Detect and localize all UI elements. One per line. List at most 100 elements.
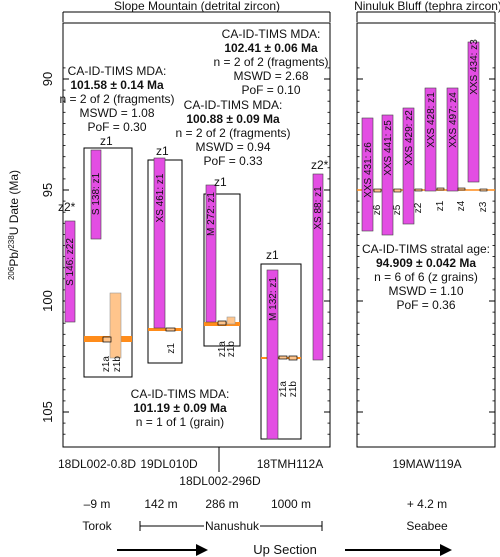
bar-s138-z1 [90,149,102,240]
formation-nanushuk: Nanushuk [205,519,260,533]
bar-xxs434-z3 [467,41,480,183]
label-z1a-3: z1a [278,381,289,398]
annotation-2-value: 100.88 ± 0.09 Ma [186,112,280,126]
bar-m132-z1a [278,355,288,360]
annotation-1-line1: MSWD = 2.68 [233,69,308,83]
label-z1b-2: z1b [226,341,237,358]
bar-m132-z1b [288,355,298,361]
group-title-ninuluk: Ninuluk Bluff (tephra zircon) [354,0,500,13]
height-1: 142 m [144,497,177,511]
y-tick-label: 95 [40,183,55,197]
annotation-0: CA-ID-TIMS MDA: 101.58 ± 0.14 Ma n = 2 o… [59,64,174,134]
label-xxs428: XXS 428: z1 [426,92,437,148]
annotation-0-line1: MSWD = 1.08 [79,106,154,120]
bar-s146-z22 [64,220,76,323]
height-0: –9 m [84,497,111,511]
label-m132: M 132: z1 [268,277,279,321]
grain-bars [64,41,488,440]
annotation-1-value: 102.41 ± 0.06 Ma [224,41,318,55]
annotation-1-line0: n = 2 of 2 (fragments) [213,55,328,69]
bar-xxs431-z6 [361,117,374,232]
marker-z6 [373,188,382,193]
annotation-4-line1: MSWD = 1.10 [388,284,463,298]
label-z3: z3 [478,201,489,212]
label-z1-2: z1 [214,175,227,189]
label-s146: S 146: z22 [65,238,76,286]
marker-z2 [414,188,423,192]
label-m272: M 272: z1 [206,192,217,236]
label-z1b-0: z1b [112,356,123,373]
annotation-1: CA-ID-TIMS MDA: 102.41 ± 0.06 Ma n = 2 o… [213,27,328,97]
sample-name-2: 18DL002-296D [179,474,261,488]
label-z2: z2 [413,202,424,213]
group-header-slope: Slope Mountain (detrital zircon) [62,0,331,22]
annotations: CA-ID-TIMS MDA: 101.58 ± 0.14 Ma n = 2 o… [59,27,490,429]
label-z2star-3: z2* [311,158,329,172]
sample-boxes [83,147,302,440]
annotation-4-line0: n = 6 of 6 (z grains) [374,270,478,284]
sample-box-0 [83,147,133,378]
annotation-2-line1: MSWD = 0.94 [195,140,270,154]
label-z1b-3: z1b [288,381,299,398]
y-tick-label: 100 [40,290,55,312]
annotation-4-value: 94.909 ± 0.042 Ma [376,256,476,270]
group-header-ninuluk: Ninuluk Bluff (tephra zircon) [354,0,500,22]
annotation-2-heading: CA-ID-TIMS MDA: [184,98,283,112]
up-section-arrow: Up Section [117,542,452,557]
y-axis: 90 95 100 105 [40,67,495,435]
label-z5: z5 [392,204,403,215]
annotation-0-heading: CA-ID-TIMS MDA: [68,64,167,78]
plot-frame-right [356,22,496,448]
annotation-3: CA-ID-TIMS MDA: 101.19 ± 0.09 Ma n = 1 o… [131,387,230,429]
grain-labels: S 146: z22 z2* S 138: z1 z1 z1a z1b XS 4… [58,39,489,397]
height-3: 1000 m [271,497,311,511]
bar-m272-z1a [217,320,227,326]
sample-names: 18DL002-0.8D 19DL010D 18DL002-296D 18TMH… [58,447,462,488]
label-xs88: XS 88: z1 [313,186,324,230]
label-z4: z4 [456,200,467,211]
y-tick-label: 105 [40,401,55,423]
annotation-2: CA-ID-TIMS MDA: 100.88 ± 0.09 Ma n = 2 o… [175,98,290,168]
bar-xxs497-z4 [446,87,459,192]
mda-band-1 [148,328,182,331]
bar-xxs429-z2 [402,107,415,225]
label-z2star-0: z2* [58,200,76,214]
height-2: 286 m [205,497,238,511]
sample-name-4: 19MAW119A [392,457,461,471]
annotation-0-line0: n = 2 of 2 (fragments) [59,92,174,106]
annotation-1-line2: PoF = 0.10 [241,83,300,97]
bar-m132-z1 [266,269,279,440]
bar-z1a-small [102,336,112,343]
formation-seabee: Seabee [406,519,448,533]
bar-m272-z1 [205,184,217,323]
label-xxs497: XXS 497: z4 [448,92,459,148]
label-xxs441: XXS 441: z5 [383,120,394,176]
bar-z1b-light [109,292,122,359]
label-xxs431: XXS 431: z6 [363,142,374,198]
heights: –9 m 142 m 286 m 1000 m + 4.2 m [84,497,448,511]
y-tick-label: 90 [40,72,55,86]
y-axis-label: 206Pb/238U Date (Ma) [7,170,22,280]
annotation-3-heading: CA-ID-TIMS MDA: [131,387,230,401]
height-4: + 4.2 m [407,497,447,511]
bar-xxs441-z5 [381,114,394,236]
annotation-3-line0: n = 1 of 1 (grain) [136,415,224,429]
label-z1a-2: z1a [217,341,228,358]
formation-torok: Torok [82,519,112,533]
formations: Torok Nanushuk Seabee [82,519,448,533]
label-xxs429: XXS 429: z2 [404,110,415,166]
label-xxs434: XXS 434: z3 [469,39,480,95]
plot-frame-left [62,22,331,448]
label-z1-3: z1 [266,248,279,262]
annotation-3-value: 101.19 ± 0.09 Ma [133,401,227,415]
sample-name-1: 19DL010D [140,457,198,471]
annotation-0-line2: PoF = 0.30 [87,120,146,134]
marker-z3 [479,188,488,192]
annotation-4-line2: PoF = 0.36 [396,298,455,312]
annotation-4: CA-ID-TIMS stratal age: 94.909 ± 0.042 M… [362,242,490,312]
annotation-4-heading: CA-ID-TIMS stratal age: [362,242,490,256]
annotation-0-value: 101.58 ± 0.14 Ma [70,78,164,92]
sample-box-2 [203,193,241,347]
bar-xs461-z1 [153,157,166,329]
